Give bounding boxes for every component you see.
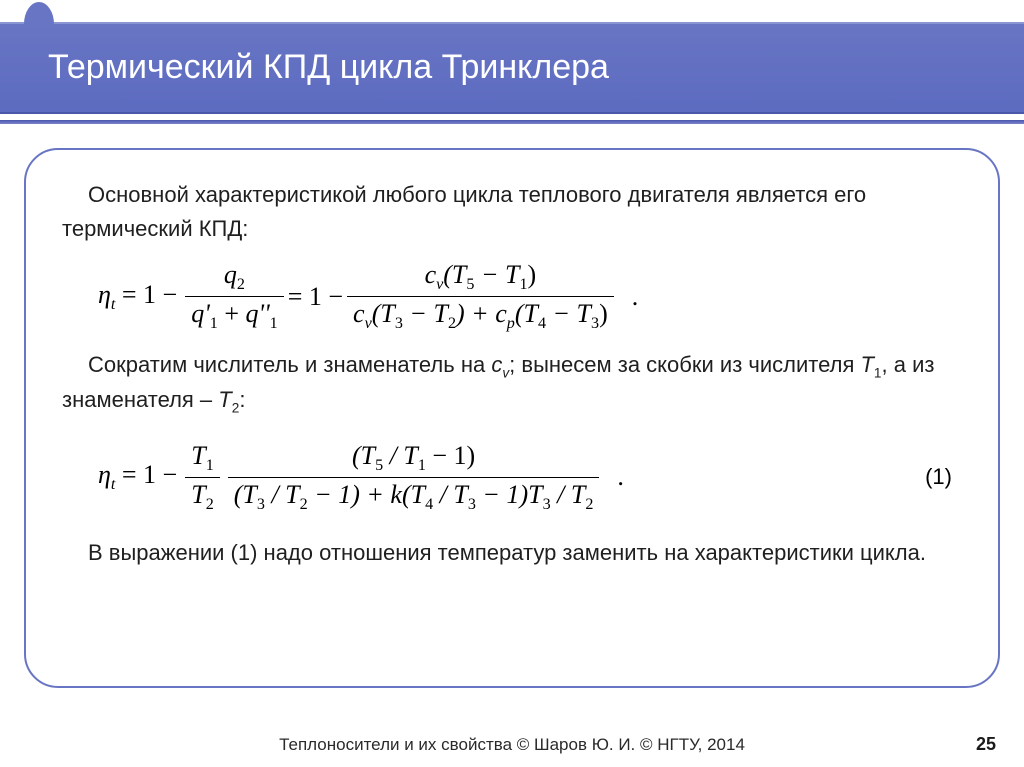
paragraph-1: Основной характеристикой любого цикла те… (62, 178, 962, 246)
content-frame: Основной характеристикой любого цикла те… (24, 148, 1000, 688)
title-bar: Термический КПД цикла Тринклера (0, 22, 1024, 114)
paragraph-2: Сократим числитель и знаменатель на cv; … (62, 348, 962, 419)
equation-2: ηt = 1 − T1 T2 (T5 / T1 − 1) (T3 / T2 − … (98, 441, 962, 514)
equation-1: ηt = 1 − q2 q'1 + q''1 = 1 − cv(T5 − T1)… (98, 260, 962, 333)
slide-title: Термический КПД цикла Тринклера (0, 24, 1024, 87)
footer-text: Теплоносители и их свойства © Шаров Ю. И… (0, 735, 1024, 755)
page-number: 25 (976, 734, 996, 755)
equation-2-label: (1) (925, 464, 962, 490)
paragraph-3: В выражении (1) надо отношения температу… (62, 536, 962, 570)
title-underline (0, 120, 1024, 124)
title-tab-decoration (24, 2, 54, 24)
